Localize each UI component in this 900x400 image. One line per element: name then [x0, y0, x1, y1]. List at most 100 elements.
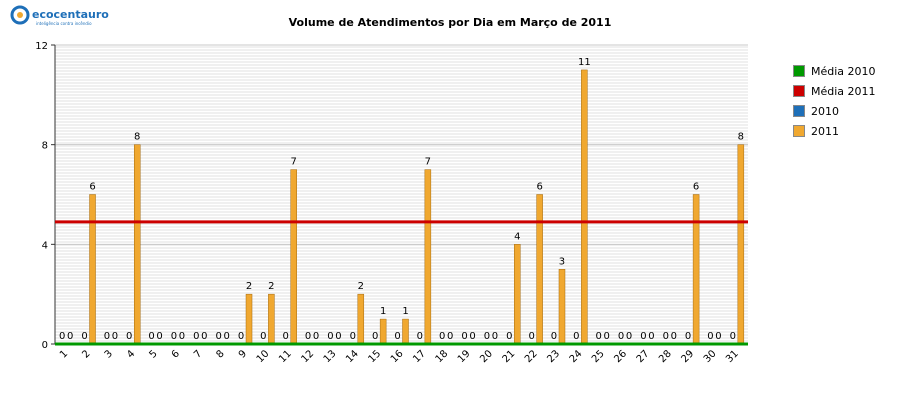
data-label-2010: 0	[596, 331, 602, 342]
x-tick-label: 14	[344, 348, 361, 365]
data-label-2010: 0	[439, 331, 445, 342]
data-label-2011: 2	[246, 281, 252, 292]
legend-label-2011: 2011	[811, 124, 839, 138]
data-label-2010: 0	[506, 331, 512, 342]
bar-2011	[245, 293, 253, 345]
logo-ring-icon	[10, 5, 30, 25]
x-tick-label: 18	[434, 348, 451, 365]
data-label-2011: 0	[112, 331, 118, 342]
data-label-2010: 0	[551, 331, 557, 342]
data-label-2011: 0	[335, 331, 341, 342]
x-tick-label: 19	[456, 348, 473, 365]
data-label-2010: 0	[305, 331, 311, 342]
y-tick-label: 0	[42, 340, 48, 351]
bar-2011	[558, 269, 566, 345]
data-label-2010: 0	[394, 331, 400, 342]
data-label-2010: 0	[260, 331, 266, 342]
data-label-2010: 0	[350, 331, 356, 342]
bar-2011	[514, 244, 521, 345]
data-label-2011: 0	[648, 331, 654, 342]
y-tick-label: 8	[42, 141, 48, 152]
data-label-2010: 0	[327, 331, 333, 342]
x-tick-label: 10	[255, 348, 272, 365]
data-label-2011: 8	[738, 132, 744, 143]
data-label-2010: 0	[618, 331, 624, 342]
data-label-2011: 0	[223, 331, 229, 342]
data-label-2011: 0	[469, 331, 475, 342]
data-label-2010: 0	[730, 331, 736, 342]
legend: Média 2010 Média 2011 2010 2011	[793, 61, 876, 141]
data-label-2011: 1	[402, 306, 408, 317]
data-label-2011: 2	[358, 281, 364, 292]
data-label-2011: 6	[693, 182, 699, 193]
x-tick-label: 11	[277, 348, 294, 365]
data-label-2011: 0	[447, 331, 453, 342]
x-tick-label: 13	[322, 348, 339, 365]
legend-label-2010: 2010	[811, 104, 839, 118]
x-tick-label: 20	[478, 348, 495, 365]
data-label-2010: 0	[215, 331, 221, 342]
data-label-2010: 0	[461, 331, 467, 342]
data-label-2010: 0	[528, 331, 534, 342]
data-label-2011: 0	[604, 331, 610, 342]
legend-item-2011: 2011	[793, 121, 876, 141]
data-label-2011: 0	[626, 331, 632, 342]
x-tick-label: 16	[389, 348, 406, 365]
data-label-2011: 8	[134, 132, 140, 143]
x-tick-label: 12	[299, 348, 316, 365]
logo-text: ecocentauro	[32, 8, 109, 21]
data-label-2010: 0	[283, 331, 289, 342]
x-tick-label: 30	[702, 348, 719, 365]
data-label-2011: 0	[313, 331, 319, 342]
data-label-2010: 0	[193, 331, 199, 342]
bar-2011	[692, 194, 700, 345]
average-lines	[55, 220, 748, 346]
y-tick-label: 12	[35, 41, 48, 52]
x-tick-label: 29	[679, 348, 696, 365]
x-tick-label: 8	[214, 348, 226, 360]
x-tick-label: 21	[501, 348, 518, 365]
x-tick-label: 26	[612, 348, 629, 365]
x-tick-label: 31	[724, 348, 741, 365]
logo-dot-icon	[17, 12, 23, 18]
bar-2011	[402, 318, 409, 345]
x-tick-label: 1	[58, 348, 70, 360]
x-tick-label: 23	[545, 348, 562, 365]
data-label-2010: 0	[372, 331, 378, 342]
data-label-2010: 0	[81, 331, 87, 342]
grid-lines	[55, 44, 748, 345]
x-tick-label: 4	[125, 348, 137, 360]
data-label-2010: 0	[685, 331, 691, 342]
bar-2011	[290, 169, 297, 345]
data-label-2010: 0	[573, 331, 579, 342]
data-label-2010: 0	[484, 331, 490, 342]
x-tick-label: 15	[366, 348, 383, 365]
y-tick-label: 4	[42, 240, 48, 251]
x-tick-label: 25	[590, 348, 607, 365]
bar-2011	[379, 318, 387, 345]
bar-2011	[89, 194, 96, 345]
data-label-2011: 11	[578, 57, 591, 68]
data-label-2011: 2	[268, 281, 274, 292]
legend-swatch-media2011	[793, 85, 805, 97]
legend-swatch-2011	[793, 125, 805, 137]
data-label-2010: 0	[59, 331, 65, 342]
data-label-2011: 7	[291, 157, 297, 168]
x-tick-label: 17	[411, 348, 428, 365]
legend-item-media2010: Média 2010	[793, 61, 876, 81]
chart-title: Volume de Atendimentos por Dia em Março …	[288, 16, 612, 29]
data-label-2011: 7	[425, 157, 431, 168]
x-tick-label: 9	[237, 348, 249, 360]
legend-item-media2011: Média 2011	[793, 81, 876, 101]
data-label-2010: 0	[171, 331, 177, 342]
bar-2011	[133, 144, 141, 345]
legend-swatch-2010	[793, 105, 805, 117]
data-label-2010: 0	[148, 331, 154, 342]
x-tick-label: 6	[170, 348, 182, 360]
data-label-2010: 0	[707, 331, 713, 342]
x-tick-label: 7	[192, 348, 204, 360]
bar-2011	[737, 144, 745, 345]
data-label-2011: 0	[671, 331, 677, 342]
